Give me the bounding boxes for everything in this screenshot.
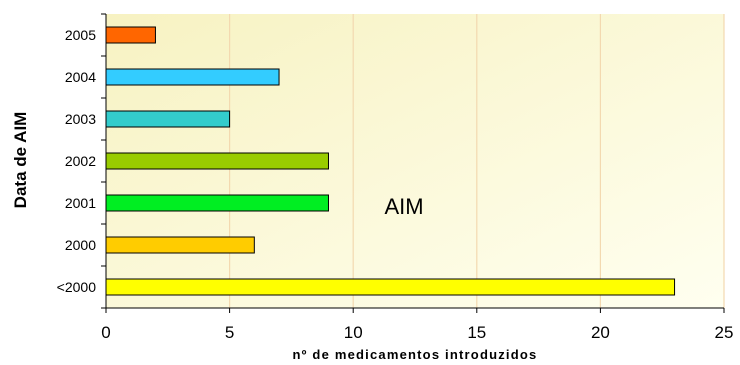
bars-group <box>105 26 676 296</box>
bar-2000 <box>105 236 255 254</box>
y-axis-title: Data de AIM <box>11 112 30 209</box>
bar-2004 <box>105 68 280 86</box>
y-tick-label: 2004 <box>65 69 96 85</box>
bar-2002 <box>105 152 329 170</box>
x-tick-label: 5 <box>225 323 234 342</box>
annotation-label: AIM <box>384 194 423 219</box>
x-tick-label: 0 <box>101 323 110 342</box>
x-tick-label: 10 <box>344 323 363 342</box>
y-tick-labels: 2005 2004 2003 2002 2001 2000 <2000 <box>57 27 97 295</box>
bar-2001 <box>105 194 329 212</box>
x-tick-labels: 0 5 10 15 20 25 <box>101 323 733 342</box>
y-tick-label: 2003 <box>65 111 96 127</box>
x-tick-label: 15 <box>467 323 486 342</box>
y-tick-label: 2000 <box>65 237 96 253</box>
y-tick-label: 2001 <box>65 195 96 211</box>
y-tick-label: 2005 <box>65 27 96 43</box>
y-tick-label: 2002 <box>65 153 96 169</box>
axes-group <box>101 13 725 313</box>
x-tick-label: 20 <box>591 323 610 342</box>
bar-2003 <box>105 110 231 128</box>
y-tick-label: <2000 <box>57 279 97 295</box>
x-axis-title: nº de medicamentos introduzidos <box>293 347 538 362</box>
bar-2005 <box>105 26 156 44</box>
x-tick-label: 25 <box>715 323 734 342</box>
bar-before-2000 <box>105 278 676 296</box>
grid-lines <box>229 14 725 308</box>
